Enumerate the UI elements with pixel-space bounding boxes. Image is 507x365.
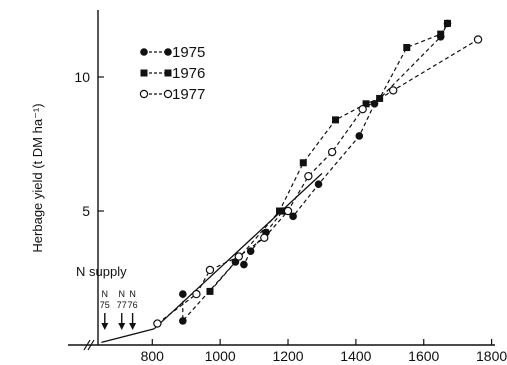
legend-label: 1975 [172, 44, 205, 61]
x-tick-label: 1600 [408, 348, 439, 364]
legend-marker-1975 [164, 48, 172, 56]
y-ticks: 5 10 [74, 69, 104, 219]
axis-break-mark [83, 339, 91, 351]
fitted-line [101, 173, 323, 343]
data-point-1977 [192, 289, 201, 299]
n-supply-arrow-icon [129, 323, 137, 330]
data-point-1977 [473, 35, 483, 44]
data-point-1977 [234, 252, 244, 261]
data-point-1977 [304, 171, 313, 181]
legend-marker-1977 [139, 89, 149, 99]
data-point-1976 [206, 287, 214, 295]
n-supply-label-bottom: 75 [100, 300, 110, 310]
fitted-line-segment [101, 328, 155, 343]
data-point-1975 [179, 317, 187, 325]
n-supply-title: N supply [76, 264, 127, 279]
series-lines [157, 23, 479, 325]
data-point-1977 [389, 86, 398, 95]
data-point-1975 [179, 290, 187, 298]
data-point-1977 [283, 206, 293, 216]
data-point-1976 [362, 100, 370, 108]
x-tick-label: 800 [141, 348, 165, 364]
data-point-1977 [205, 265, 215, 275]
axes [68, 10, 495, 351]
legend-marker-1977 [163, 89, 173, 99]
n-supply-label-top: N [129, 289, 136, 299]
data-point-1975 [240, 260, 248, 269]
data-point-1975 [289, 212, 297, 221]
fitted-line-segment [153, 173, 323, 330]
data-point-1976 [403, 44, 411, 52]
x-tick-label: 1800 [476, 348, 507, 364]
series-line-1976 [209, 23, 449, 292]
legend-marker-1975 [140, 48, 148, 56]
data-point-1976 [276, 207, 284, 215]
data-point-1976 [332, 116, 340, 124]
series-line-1975 [182, 23, 449, 323]
data-point-1976 [376, 94, 384, 102]
legend: 1975 1976 1977 [139, 44, 205, 103]
y-tick-label: 10 [74, 69, 90, 85]
data-point-1977 [358, 104, 367, 114]
n-supply-label-bottom: 77 [117, 300, 127, 310]
data-point-1977 [260, 233, 269, 242]
n-supply-label-top: N [119, 289, 126, 299]
legend-label: 1976 [172, 65, 205, 82]
n-supply-label-top: N [102, 289, 109, 299]
data-point-1976 [299, 159, 307, 167]
legend-marker-1976 [140, 69, 148, 77]
data-point-1977 [153, 319, 162, 328]
data-point-1976 [443, 19, 451, 27]
x-tick-label: 1000 [205, 348, 236, 364]
data-point-1975 [355, 132, 364, 140]
data-point-1975 [314, 180, 323, 188]
n-supply-arrow-icon [118, 323, 126, 330]
series-points [153, 19, 483, 328]
legend-marker-1976 [164, 69, 172, 77]
x-ticks: 800 1000 1200 1400 1600 1800 [141, 339, 507, 364]
x-tick-label: 1400 [340, 348, 371, 364]
x-tick-label: 1200 [272, 348, 303, 364]
legend-label: 1977 [172, 86, 205, 103]
y-tick-label: 5 [82, 203, 90, 219]
y-axis-title: Herbage yield (t DM ha⁻¹) [30, 103, 45, 252]
n-supply-label-bottom: 76 [128, 300, 138, 310]
data-point-1976 [437, 30, 445, 38]
axis-break-mark [87, 339, 95, 351]
data-point-1975 [246, 247, 255, 255]
data-point-1977 [327, 147, 337, 157]
n-supply-arrow-icon [101, 323, 109, 330]
